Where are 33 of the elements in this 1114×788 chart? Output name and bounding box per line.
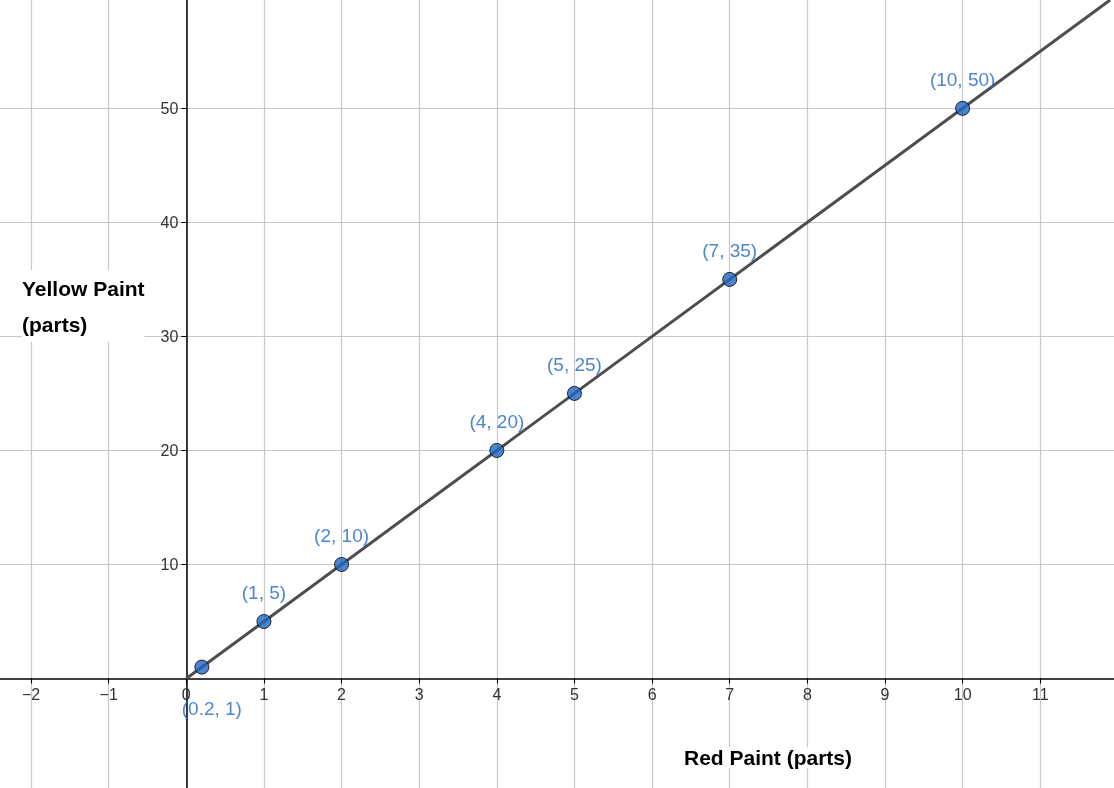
y-tick-label: 30	[160, 327, 179, 345]
x-tick-label: −1	[99, 686, 118, 704]
x-tick-label: 6	[647, 686, 657, 704]
point	[256, 614, 272, 629]
y-tick-label: 50	[160, 99, 179, 117]
x-tick-label: 9	[880, 686, 890, 704]
data-label: (4, 20)	[469, 410, 525, 432]
data-label: (7, 35)	[702, 239, 758, 261]
x-tick-label: −2	[21, 686, 41, 704]
x-axis-title: Red Paint (parts)	[683, 746, 853, 769]
x-tick-label: 1	[259, 686, 269, 704]
x-tick-label: 10	[953, 686, 972, 704]
x-tick-label: 2	[337, 686, 347, 704]
data-label: (10, 50)	[929, 68, 996, 90]
point	[566, 385, 582, 401]
x-tick-label: 3	[414, 686, 424, 704]
data-label: (2, 10)	[314, 524, 370, 546]
x-tick-label: 5	[570, 686, 580, 704]
point	[334, 556, 350, 572]
point	[955, 100, 971, 116]
point	[194, 659, 210, 675]
data-label: (1, 5)	[241, 582, 287, 604]
y-axis-title: Yellow Paint (parts)	[22, 276, 145, 336]
x-tick-label: 7	[725, 686, 735, 704]
y-tick-label: 40	[160, 213, 179, 231]
point	[489, 442, 505, 458]
x-tick-label: 4	[492, 686, 502, 704]
y-tick-label: 10	[160, 555, 179, 573]
point	[722, 271, 738, 287]
x-tick-label: 8	[802, 686, 812, 704]
data-label: (5, 25)	[547, 353, 602, 375]
x-tick-label: 11	[1031, 686, 1049, 704]
y-tick-label: 20	[160, 441, 179, 459]
